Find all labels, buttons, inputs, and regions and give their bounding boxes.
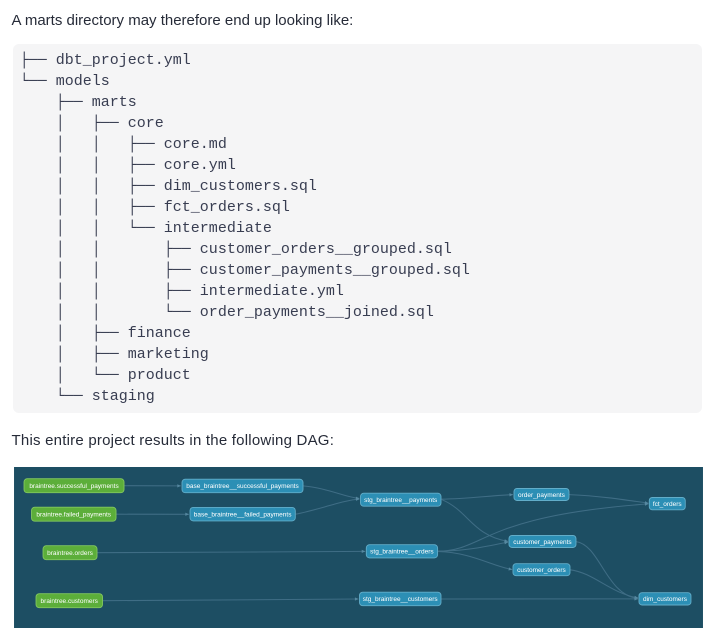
- svg-text:base_braintree__failed_payment: base_braintree__failed_payments: [194, 511, 292, 518]
- svg-text:braintree.orders: braintree.orders: [47, 550, 94, 557]
- svg-text:fct_orders: fct_orders: [653, 501, 683, 508]
- svg-text:dim_customers: dim_customers: [643, 596, 688, 603]
- svg-text:stg_braintree__orders: stg_braintree__orders: [370, 548, 434, 555]
- svg-text:braintree.failed_payments: braintree.failed_payments: [36, 511, 111, 518]
- svg-text:customer_payments: customer_payments: [513, 539, 572, 546]
- svg-text:stg_braintree__payments: stg_braintree__payments: [364, 497, 438, 504]
- svg-text:braintree.customers: braintree.customers: [41, 598, 99, 605]
- svg-text:stg_braintree__customers: stg_braintree__customers: [363, 596, 439, 603]
- svg-text:base_braintree__successful_pay: base_braintree__successful_payments: [186, 483, 299, 490]
- svg-text:order_payments: order_payments: [518, 492, 566, 499]
- svg-text:braintree.successful_payments: braintree.successful_payments: [29, 483, 119, 490]
- svg-text:customer_orders: customer_orders: [517, 567, 566, 574]
